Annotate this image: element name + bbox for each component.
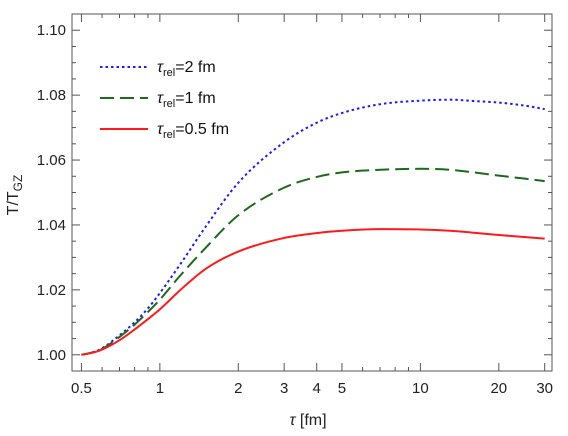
legend-label-2: τrel=0.5 fm [157,121,229,141]
y-tick-label: 1.08 [37,87,66,104]
y-tick-label: 1.02 [37,282,66,299]
series-layer [81,98,545,356]
y-axis-label: T/TGZ [5,175,25,216]
series-line-1 [81,167,545,356]
series-line-0 [81,98,545,356]
series-line-2 [81,228,545,356]
y-axis-ticks: 1.00 1.02 1.04 1.06 1.08 1.10 [37,22,552,364]
x-tick-label: 5 [338,380,346,397]
x-tick-label: 3 [280,380,288,397]
legend: τrel=2 fm τrel=1 fm τrel=0.5 fm [100,59,229,141]
x-tick-label: 30 [536,380,553,397]
x-tick-label: 2 [234,380,242,397]
legend-label-1: τrel=1 fm [157,90,216,110]
x-axis-ticks: 0.5 1 2 3 4 5 10 20 30 [71,14,553,397]
y-tick-label: 1.10 [37,22,66,39]
x-tick-label: 0.5 [71,380,92,397]
x-tick-label: 1 [156,380,164,397]
y-tick-label: 1.06 [37,152,66,169]
x-axis-label: τ [fm] [289,412,326,429]
x-tick-label: 20 [490,380,507,397]
y-tick-label: 1.00 [37,347,66,364]
y-tick-label: 1.04 [37,217,66,234]
x-tick-label: 4 [313,380,321,397]
x-tick-label: 10 [412,380,429,397]
legend-label-0: τrel=2 fm [157,59,216,79]
